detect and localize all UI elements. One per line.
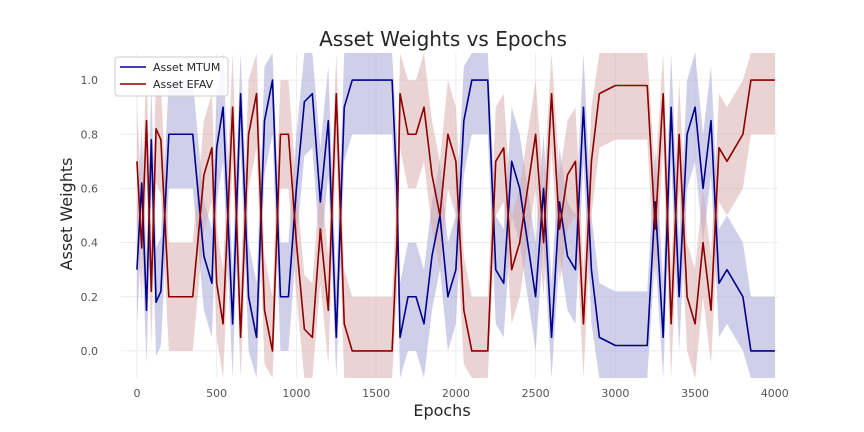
confidence-bands <box>136 53 775 378</box>
x-tick-label: 2000 <box>442 387 470 400</box>
x-tick-label: 2500 <box>522 387 550 400</box>
legend-label-efav: Asset EFAV <box>153 78 214 91</box>
x-tick-label: 500 <box>206 387 227 400</box>
series-lines <box>136 79 775 352</box>
x-tick-label: 3000 <box>601 387 629 400</box>
series-line-efav <box>136 79 775 352</box>
legend: Asset MTUM Asset EFAV <box>114 56 229 97</box>
y-axis-label: Asset Weights <box>57 158 76 271</box>
x-tick-label: 1500 <box>362 387 390 400</box>
x-tick-label: 1000 <box>282 387 310 400</box>
legend-label-mtum: Asset MTUM <box>153 61 220 74</box>
x-tick-label: 3500 <box>681 387 709 400</box>
tick-labels: 0 500 1000 1500 2000 2500 3000 3500 4000 0.0 0.2 0.… <box>81 74 789 400</box>
x-tick-label: 0 <box>133 387 140 400</box>
y-tick-label: 1.0 <box>81 74 99 87</box>
y-tick-label: 0.0 <box>81 345 99 358</box>
band-efav <box>136 53 775 378</box>
chart-title: Asset Weights vs Epochs <box>319 27 567 51</box>
y-tick-label: 0.8 <box>81 128 99 141</box>
series-line-mtum <box>136 79 775 352</box>
x-tick-label: 4000 <box>761 387 789 400</box>
y-tick-label: 0.2 <box>81 291 99 304</box>
y-tick-label: 0.6 <box>81 182 99 195</box>
y-tick-label: 0.4 <box>81 237 99 250</box>
x-axis-label: Epochs <box>413 401 470 420</box>
